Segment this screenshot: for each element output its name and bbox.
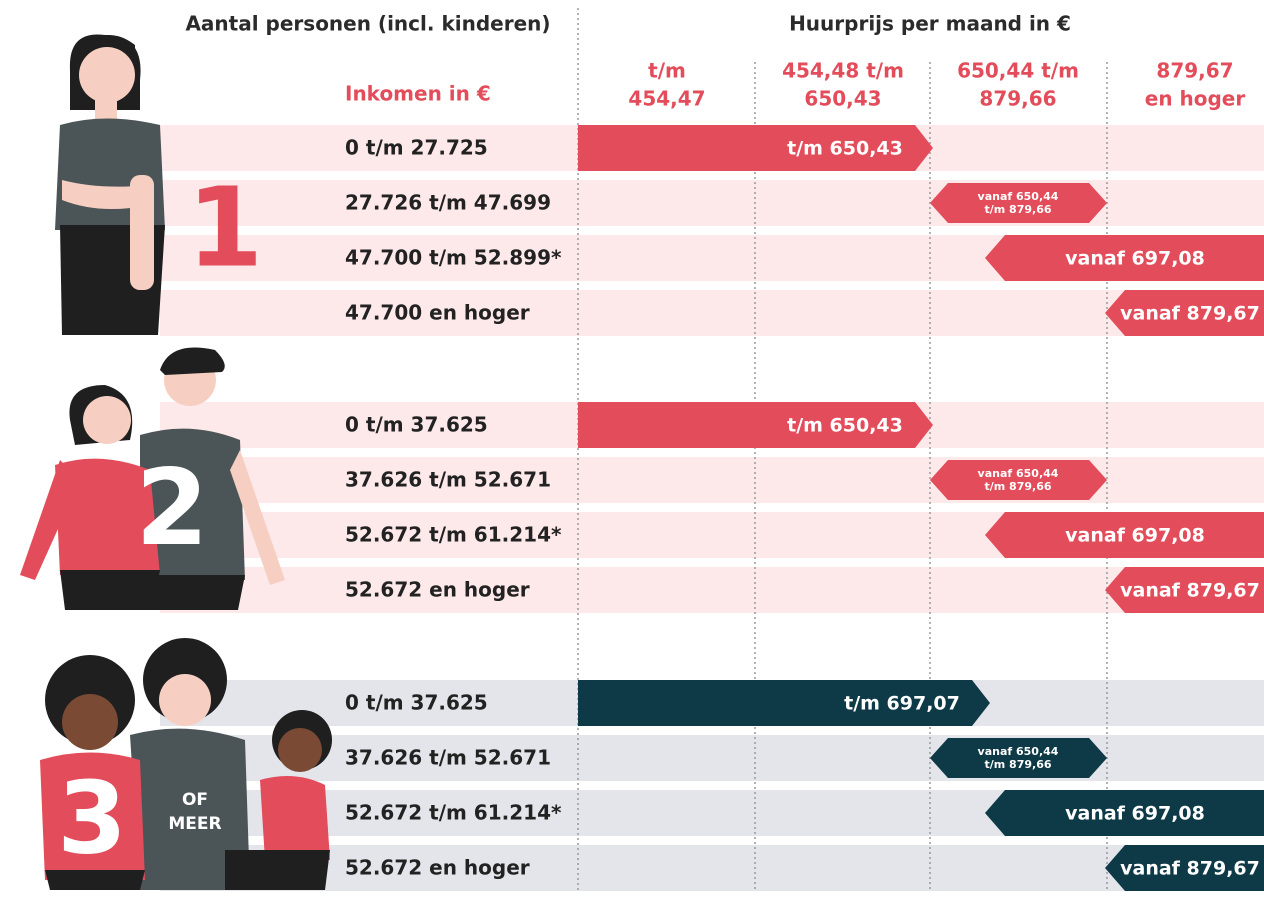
bar-label: vanaf 650,44 <box>978 190 1059 203</box>
group-note: OF <box>182 790 208 810</box>
bar-label: vanaf 879,67 <box>1120 303 1260 325</box>
bar-label: vanaf 650,44 <box>978 467 1059 480</box>
bar-label: vanaf 650,44 <box>978 745 1059 758</box>
row-background <box>160 567 1264 613</box>
income-label: 52.672 t/m 61.214* <box>345 523 562 547</box>
price-header: Huurprijs per maand in € <box>789 12 1071 36</box>
income-label: 37.626 t/m 52.671 <box>345 746 551 770</box>
bar-label: t/m 879,66 <box>984 203 1051 216</box>
bar-label: vanaf 879,67 <box>1120 580 1260 602</box>
price-column-label: en hoger <box>1145 87 1246 111</box>
group-number: 3 <box>57 759 127 876</box>
group-number: 1 <box>187 163 264 291</box>
bar-label: t/m 650,43 <box>787 415 903 437</box>
bar-label: vanaf 697,08 <box>1065 525 1205 547</box>
price-column-label: 454,48 t/m <box>782 59 904 83</box>
person-1 <box>55 34 165 335</box>
income-label: 37.626 t/m 52.671 <box>345 468 551 492</box>
price-column-label: 879,67 <box>1156 59 1233 83</box>
income-label: 0 t/m 37.625 <box>345 691 488 715</box>
bar-label: t/m 879,66 <box>984 758 1051 771</box>
group-number: 2 <box>135 447 208 569</box>
income-label: 52.672 t/m 61.214* <box>345 801 562 825</box>
price-column-label: 650,43 <box>804 87 881 111</box>
bar-label: t/m 879,66 <box>984 480 1051 493</box>
income-label: 0 t/m 27.725 <box>345 136 488 160</box>
income-label: 27.726 t/m 47.699 <box>345 191 551 215</box>
income-label: 47.700 en hoger <box>345 301 530 325</box>
price-column-label: 879,66 <box>979 87 1056 111</box>
price-column-label: t/m <box>648 59 686 83</box>
group-note: MEER <box>168 814 221 834</box>
price-column-label: 454,47 <box>628 87 705 111</box>
income-label: 52.672 en hoger <box>345 856 530 880</box>
infographic: t/m 650,43vanaf 650,44t/m 879,66vanaf 69… <box>0 0 1264 901</box>
price-column-label: 650,44 t/m <box>957 59 1079 83</box>
persons-header: Aantal personen (incl. kinderen) <box>185 12 550 36</box>
income-label: 47.700 t/m 52.899* <box>345 246 562 270</box>
bar-label: t/m 650,43 <box>787 138 903 160</box>
bar-label: vanaf 879,67 <box>1120 858 1260 880</box>
income-label: 0 t/m 37.625 <box>345 413 488 437</box>
bar-label: t/m 697,07 <box>844 693 960 715</box>
income-header: Inkomen in € <box>345 82 491 106</box>
row-background <box>160 290 1264 336</box>
bar-label: vanaf 697,08 <box>1065 248 1205 270</box>
income-label: 52.672 en hoger <box>345 578 530 602</box>
bar-label: vanaf 697,08 <box>1065 803 1205 825</box>
